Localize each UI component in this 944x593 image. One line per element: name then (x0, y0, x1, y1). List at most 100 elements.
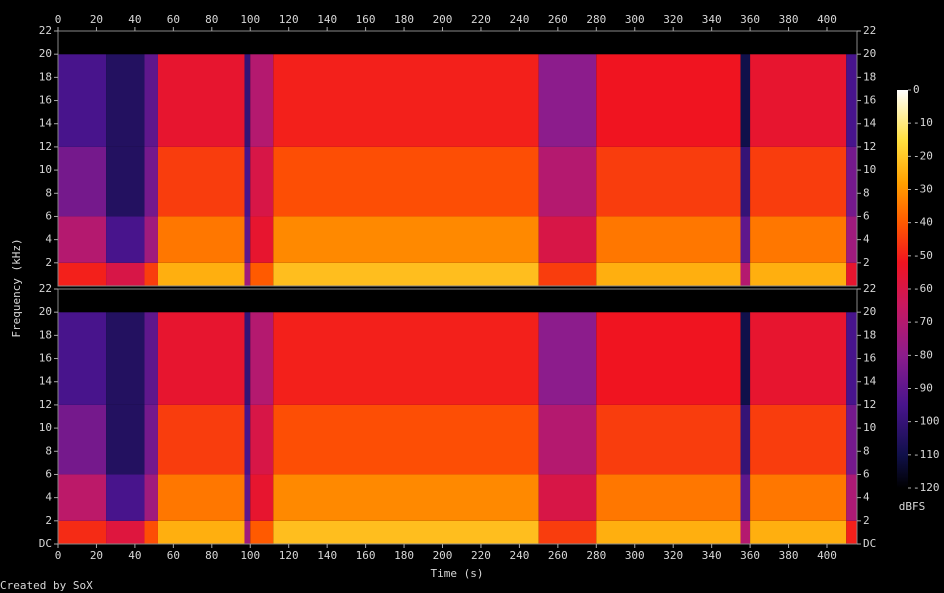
heatmap-cell (144, 54, 158, 147)
heatmap-cell (596, 216, 741, 263)
heatmap-cell (144, 216, 158, 263)
heatmap-cell (144, 31, 158, 55)
heatmap-cell (740, 289, 751, 313)
x-tick-label: 380 (779, 549, 799, 562)
heatmap-cell (250, 404, 274, 475)
heatmap-cell (250, 31, 274, 55)
heatmap-cell (144, 146, 158, 217)
heatmap-cell (538, 31, 597, 55)
heatmap-cell (750, 520, 847, 544)
heatmap-cell (846, 31, 857, 55)
x-tick-label: 300 (625, 549, 645, 562)
heatmap-cell (250, 289, 274, 313)
heatmap-cell (157, 289, 245, 313)
y-tick-label-right: 18 (863, 70, 876, 83)
colorbar-tick-label: -50 (913, 249, 933, 262)
x-tick-label-top: 60 (167, 13, 180, 26)
y-tick-label: 20 (39, 47, 52, 60)
y-tick-label-right: 14 (863, 117, 877, 130)
colorbar-tick-label: -80 (913, 348, 933, 361)
heatmap-cell (244, 146, 251, 217)
x-tick-label-top: 20 (90, 13, 103, 26)
x-tick-label: 200 (433, 549, 453, 562)
x-tick-label-top: 400 (817, 13, 837, 26)
heatmap-cell (740, 146, 751, 217)
heatmap-cell (273, 312, 539, 405)
x-tick-label-top: 380 (779, 13, 799, 26)
heatmap-cell (596, 520, 741, 544)
y-tick-label: DC (39, 537, 52, 550)
y-tick-label-right: 16 (863, 352, 876, 365)
heatmap-cell (157, 216, 245, 263)
y-tick-label-right: 8 (863, 186, 870, 199)
x-tick-label: 240 (509, 549, 529, 562)
heatmap-cell (144, 262, 158, 286)
y-tick-label: 6 (45, 467, 52, 480)
heatmap-cell (58, 312, 107, 405)
y-tick-label: 2 (45, 256, 52, 269)
y-axis-label: Frequency (kHz) (10, 238, 23, 337)
y-tick-label: 22 (39, 24, 52, 37)
y-tick-label: 2 (45, 514, 52, 527)
x-tick-label: 320 (663, 549, 683, 562)
y-tick-label-right: 16 (863, 94, 876, 107)
heatmap-cell (846, 289, 857, 313)
x-tick-label: 100 (240, 549, 260, 562)
y-tick-label-right: 6 (863, 209, 870, 222)
heatmap-cell (538, 146, 597, 217)
heatmap-cell (244, 216, 251, 263)
heatmap-cell (740, 474, 751, 521)
x-tick-label: 60 (167, 549, 180, 562)
y-tick-label: 20 (39, 305, 52, 318)
y-tick-label-right: 12 (863, 140, 876, 153)
y-tick-label-right: 2 (863, 256, 870, 269)
heatmap-cell (244, 54, 251, 147)
x-tick-label-top: 160 (356, 13, 376, 26)
x-tick-label: 40 (128, 549, 141, 562)
heatmap-cell (273, 216, 539, 263)
heatmap-cell (538, 404, 597, 475)
y-tick-label: 8 (45, 186, 52, 199)
heatmap-cell (144, 312, 158, 405)
x-tick-label-top: 40 (128, 13, 141, 26)
x-tick-label-top: 200 (433, 13, 453, 26)
heatmap-cell (250, 146, 274, 217)
colorbar-tick-label: -110 (913, 448, 940, 461)
heatmap-cell (538, 262, 597, 286)
heatmap-cell (740, 520, 751, 544)
x-tick-label-top: 0 (55, 13, 62, 26)
y-tick-label-right: 4 (863, 233, 870, 246)
plot-frame (57, 288, 858, 545)
y-tick-label: 12 (39, 140, 52, 153)
heatmap-cell (58, 520, 107, 544)
heatmap-cell (846, 146, 857, 217)
heatmap-cell (58, 216, 107, 263)
heatmap-cell (244, 520, 251, 544)
x-tick-label-top: 360 (740, 13, 760, 26)
heatmap-cell (250, 262, 274, 286)
heatmap-cell (740, 31, 751, 55)
x-tick-label-top: 320 (663, 13, 683, 26)
colorbar-tick-label: -90 (913, 382, 933, 395)
colorbar-tick-label: -70 (913, 315, 933, 328)
heatmap-cell (58, 31, 107, 55)
x-tick-label: 360 (740, 549, 760, 562)
heatmap-cell (538, 474, 597, 521)
heatmap-cell (538, 520, 597, 544)
heatmap-cell (144, 474, 158, 521)
y-tick-label: 16 (39, 94, 52, 107)
heatmap-cell (106, 54, 145, 147)
heatmap-cell (846, 54, 857, 147)
heatmap-cell (273, 474, 539, 521)
x-tick-label-top: 220 (471, 13, 491, 26)
heatmap-cell (846, 262, 857, 286)
heatmap-cell (273, 31, 539, 55)
y-tick-label: 6 (45, 209, 52, 222)
y-tick-label: 8 (45, 444, 52, 457)
heatmap-cell (596, 289, 741, 313)
heatmap-cell (846, 216, 857, 263)
footer: Created by SoX (0, 579, 93, 592)
heatmap-cell (157, 404, 245, 475)
x-tick-label-top: 120 (279, 13, 299, 26)
y-tick-label: 18 (39, 328, 52, 341)
